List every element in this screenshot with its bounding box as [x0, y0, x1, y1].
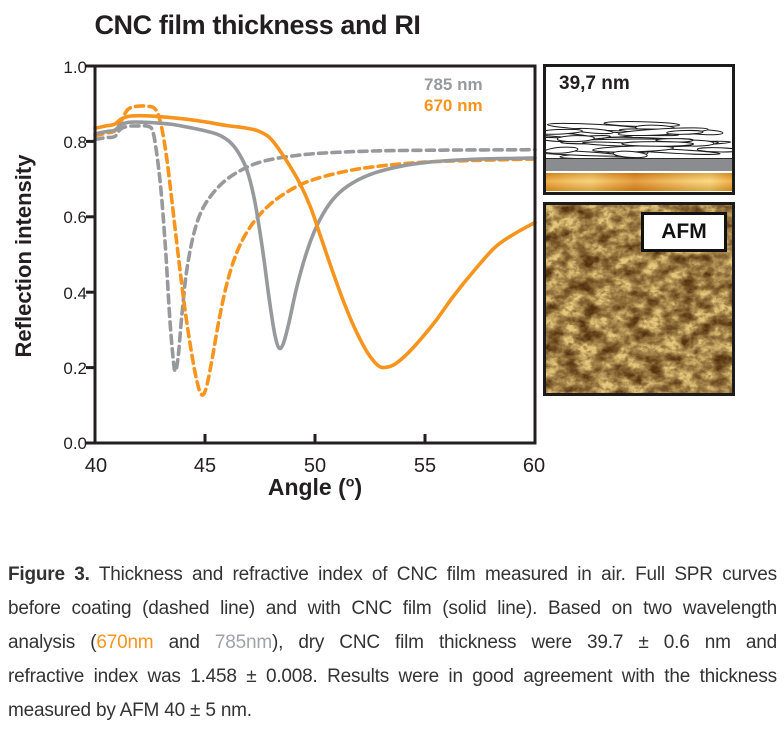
- plot-frame: [93, 64, 537, 445]
- x-axis-label-text: Angle (: [267, 474, 346, 500]
- caption-785nm: 785nm: [214, 632, 272, 653]
- spr-curves: [93, 104, 537, 397]
- figure-title: CNC film thickness and RI: [94, 10, 421, 40]
- degree-symbol: o: [345, 474, 355, 491]
- afm-label-box: AFM: [641, 212, 727, 252]
- cnc-rod: [621, 141, 695, 147]
- xtick-50: 50: [304, 455, 326, 477]
- x-axis-label: Angle (o): [267, 474, 363, 500]
- curve-670-dashed: [93, 104, 537, 397]
- ytick-0.0: 0.0: [63, 434, 87, 453]
- caption-line-3: analysis (670nm and 785nm), dry CNC film…: [8, 632, 777, 653]
- film-schematic-panel: 39,7 nm: [543, 64, 735, 195]
- cnc-rod: [666, 129, 704, 135]
- xtick-45: 45: [194, 455, 216, 477]
- caption-line-5: measured by AFM 40 ± 5 nm.: [8, 700, 252, 721]
- cnc-rod: [556, 135, 595, 143]
- cnc-rod: [546, 146, 579, 154]
- ytick-1.0: 1.0: [63, 58, 87, 77]
- curve-785-dashed: [93, 124, 537, 374]
- xtick-60: 60: [523, 455, 545, 477]
- thickness-label: 39,7 nm: [559, 73, 630, 94]
- curve-785-solid: [93, 120, 537, 351]
- caption-line-1: Figure 3. Thickness and refractive index…: [8, 564, 777, 585]
- caption-line-4: refractive index was 1.458 ± 0.008. Resu…: [8, 666, 777, 687]
- ytick-0.2: 0.2: [63, 359, 87, 378]
- cnc-rod: [546, 128, 583, 135]
- cnc-strands-illustration: [546, 121, 732, 159]
- ytick-0.6: 0.6: [63, 208, 87, 227]
- x-tick-labels: 40 45 50 55 60: [85, 455, 545, 477]
- caption-670nm: 670nm: [96, 632, 154, 653]
- afm-label: AFM: [661, 220, 707, 243]
- figure-caption: Figure 3. Thickness and refractive index…: [8, 558, 777, 728]
- ytick-0.4: 0.4: [63, 284, 87, 303]
- legend-670nm: 670 nm: [424, 96, 483, 115]
- cnc-rod: [612, 150, 648, 159]
- ytick-0.8: 0.8: [63, 133, 87, 152]
- caption-figure-number: Figure 3.: [8, 564, 90, 585]
- y-tick-labels: 0.0 0.2 0.4 0.6 0.8 1.0: [63, 58, 87, 453]
- xtick-40: 40: [85, 455, 107, 477]
- cnc-rod: [696, 147, 732, 153]
- gold-layer: [546, 173, 732, 191]
- cnc-rod: [617, 127, 709, 137]
- caption-line-2: before coating (dashed line) and with CN…: [8, 598, 777, 619]
- xtick-55: 55: [414, 455, 436, 477]
- chromium-layer: [546, 158, 732, 171]
- spr-chart: 0.0 0.2 0.4 0.6 0.8 1.0 40 45 50 55 60: [63, 58, 545, 477]
- curve-670-solid: [93, 113, 537, 370]
- legend-785nm: 785 nm: [424, 75, 483, 94]
- afm-panel: AFM: [543, 202, 735, 396]
